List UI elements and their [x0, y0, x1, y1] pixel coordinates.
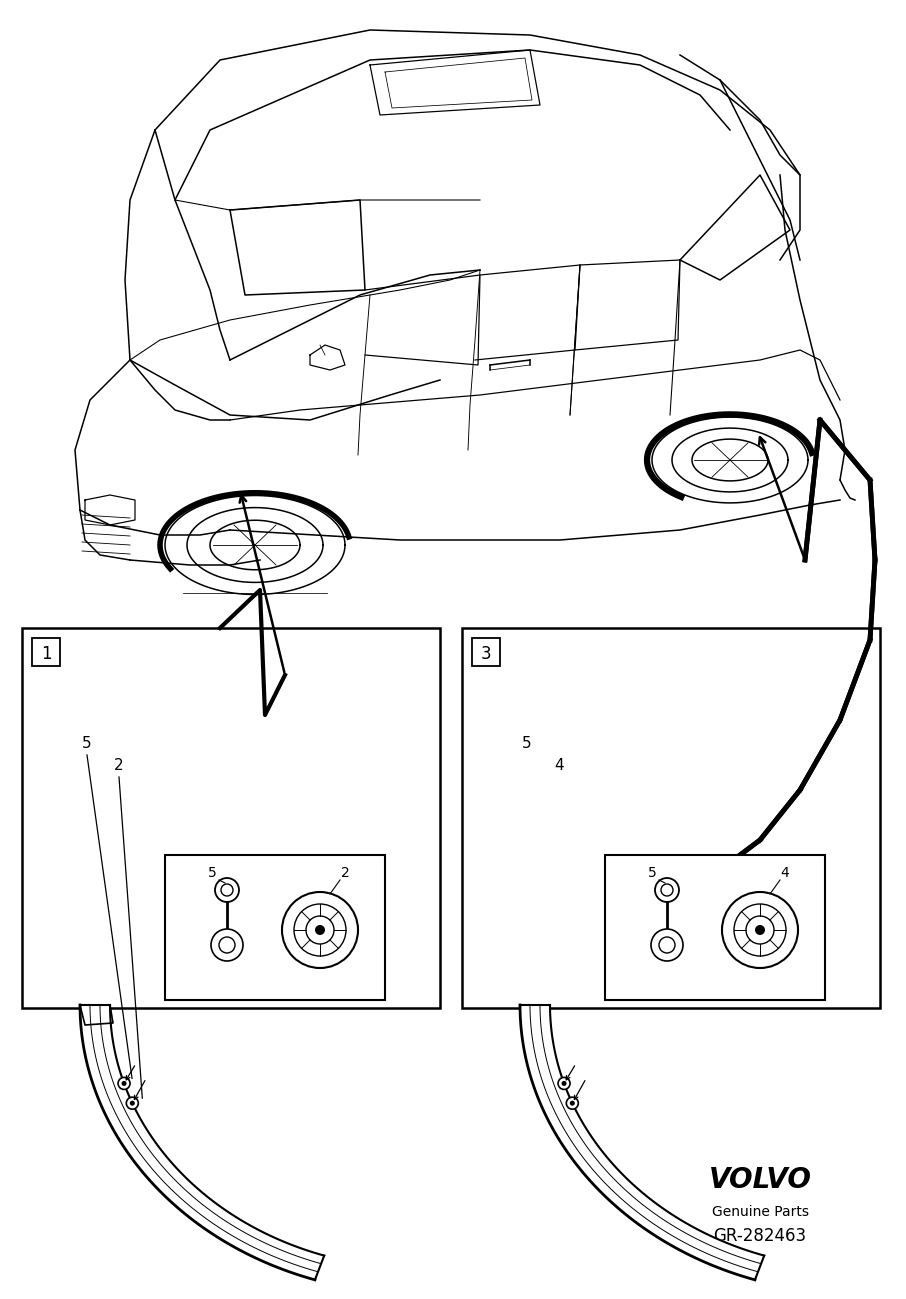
- Circle shape: [130, 1100, 135, 1105]
- Text: 5: 5: [648, 866, 656, 879]
- Bar: [462, 627, 880, 1008]
- Text: 2: 2: [341, 866, 350, 879]
- Text: 5: 5: [522, 735, 532, 751]
- Text: 2: 2: [114, 757, 124, 773]
- Bar: [165, 855, 385, 1000]
- Text: 5: 5: [207, 866, 217, 879]
- Circle shape: [126, 1098, 139, 1109]
- Circle shape: [755, 925, 765, 935]
- Circle shape: [118, 1077, 130, 1090]
- Circle shape: [558, 1077, 570, 1090]
- Bar: [472, 638, 500, 666]
- Circle shape: [315, 925, 325, 935]
- Text: 3: 3: [481, 646, 491, 662]
- Circle shape: [211, 929, 243, 961]
- Bar: [605, 855, 825, 1000]
- Polygon shape: [80, 1005, 324, 1280]
- Circle shape: [570, 1100, 574, 1105]
- Circle shape: [655, 878, 679, 902]
- Circle shape: [566, 1098, 578, 1109]
- Circle shape: [651, 929, 683, 961]
- Text: 5: 5: [82, 735, 92, 751]
- Circle shape: [282, 892, 358, 968]
- Text: VOLVO: VOLVO: [708, 1167, 812, 1194]
- Circle shape: [562, 1081, 566, 1086]
- Bar: [22, 627, 440, 1008]
- Polygon shape: [520, 1005, 764, 1280]
- Circle shape: [121, 1081, 127, 1086]
- Text: 1: 1: [41, 646, 52, 662]
- Text: 4: 4: [554, 757, 564, 773]
- Circle shape: [215, 878, 239, 902]
- Bar: [32, 638, 60, 666]
- Text: 4: 4: [781, 866, 789, 879]
- Text: GR-282463: GR-282463: [713, 1228, 806, 1244]
- Text: Genuine Parts: Genuine Parts: [711, 1205, 808, 1218]
- Circle shape: [722, 892, 798, 968]
